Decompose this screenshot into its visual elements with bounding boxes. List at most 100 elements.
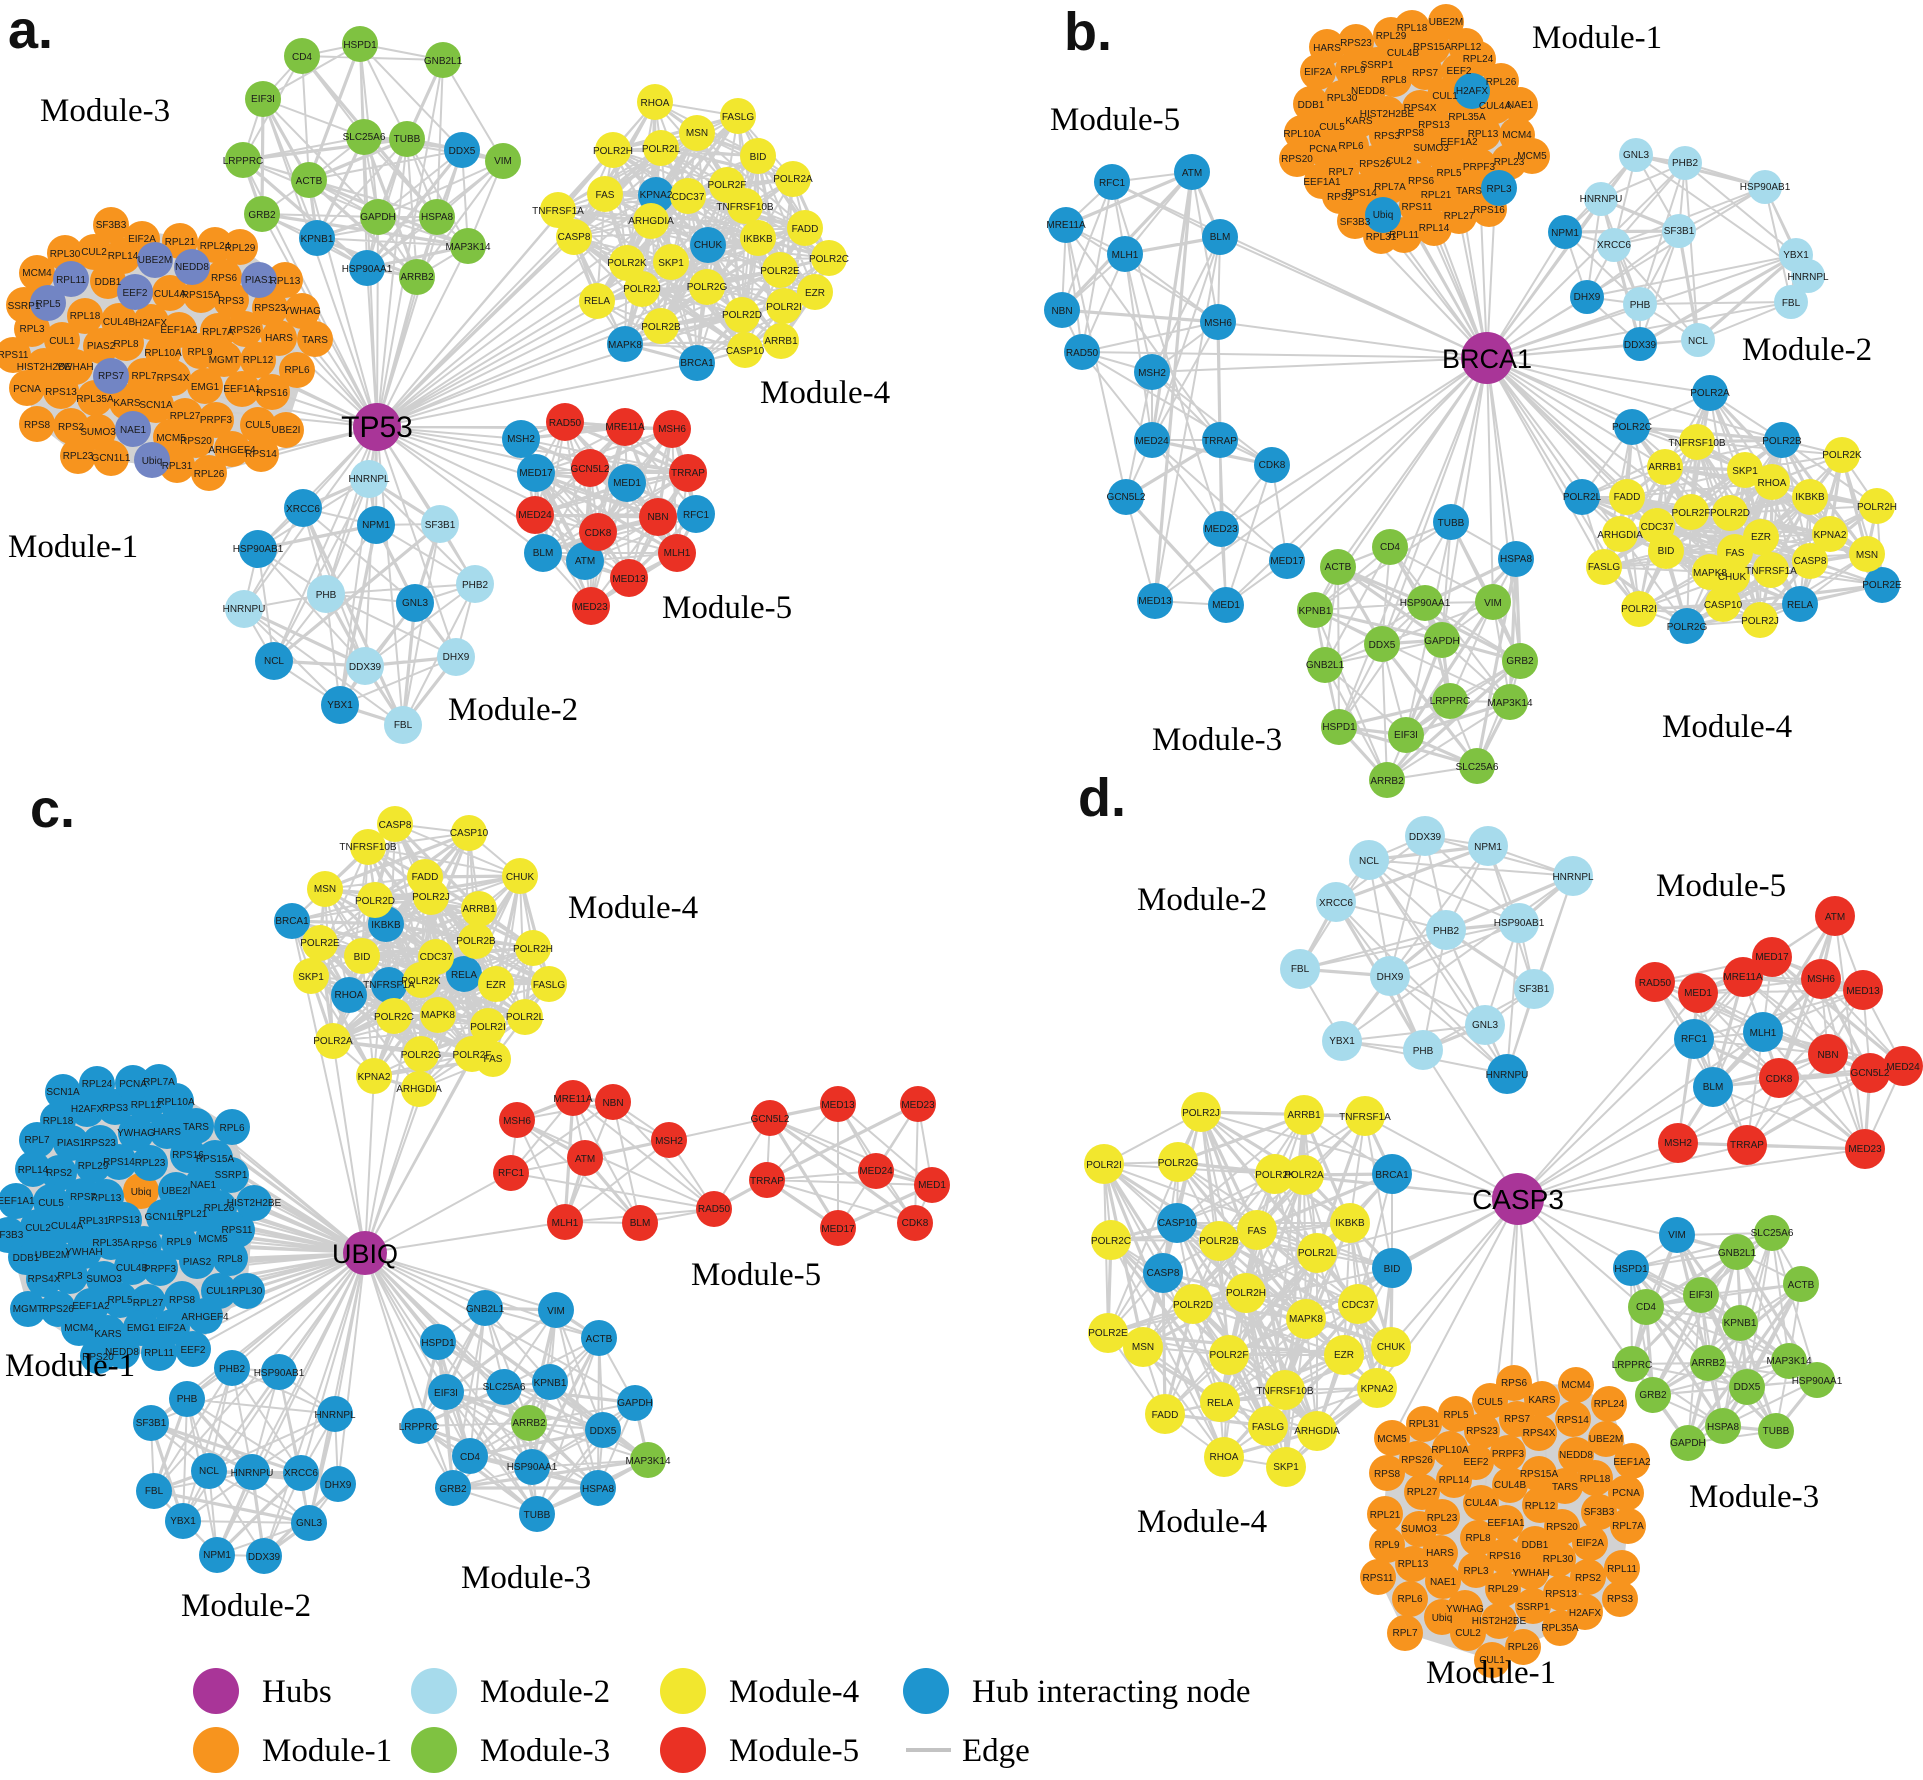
svg-text:RHOA: RHOA [641,98,670,109]
svg-text:CD4: CD4 [292,52,312,63]
svg-text:RPL13: RPL13 [1468,129,1499,140]
svg-text:RPS26: RPS26 [1359,159,1391,170]
svg-text:BID: BID [750,152,767,163]
svg-text:SCN1A: SCN1A [46,1087,80,1098]
svg-text:RPS2: RPS2 [1327,192,1354,203]
svg-text:RPL6: RPL6 [219,1123,244,1134]
svg-text:Module-2: Module-2 [1137,882,1267,918]
svg-text:CD4: CD4 [460,1452,480,1463]
svg-text:PIAS1: PIAS1 [57,1138,86,1149]
svg-text:RPL23: RPL23 [1494,157,1525,168]
svg-text:XRCC6: XRCC6 [284,1468,318,1479]
svg-text:PIAS2: PIAS2 [183,1257,212,1268]
svg-text:GAPDH: GAPDH [360,212,396,223]
svg-text:NPM1: NPM1 [1551,228,1579,239]
svg-text:EZR: EZR [486,980,506,991]
svg-text:HNRNPU: HNRNPU [1580,194,1623,205]
svg-text:RPL23: RPL23 [63,451,94,462]
svg-text:FASLG: FASLG [1588,562,1620,573]
svg-text:Module-4: Module-4 [729,1674,859,1710]
svg-text:Ubiq: Ubiq [1432,1613,1453,1624]
svg-text:RHOA: RHOA [1210,1452,1239,1463]
svg-text:LRPPRC: LRPPRC [1612,1360,1653,1371]
svg-text:POLR2D: POLR2D [1173,1300,1213,1311]
svg-text:PIAS2: PIAS2 [87,341,116,352]
svg-text:HNRNPL: HNRNPL [1787,272,1829,283]
svg-text:RPL3: RPL3 [1486,184,1511,195]
svg-text:CDK8: CDK8 [902,1218,929,1229]
svg-text:CDC37: CDC37 [1641,522,1674,533]
svg-text:Module-2: Module-2 [181,1588,311,1624]
svg-text:HARS: HARS [1313,43,1341,54]
svg-text:TRRAP: TRRAP [750,1176,784,1187]
svg-text:RPS8: RPS8 [169,1295,196,1306]
svg-text:BRCA1: BRCA1 [1442,344,1532,374]
svg-text:MED24: MED24 [518,510,552,521]
svg-text:TUBB: TUBB [394,134,421,145]
svg-text:YBX1: YBX1 [327,700,353,711]
svg-text:Module-4: Module-4 [760,375,890,411]
svg-text:PHB: PHB [1630,300,1651,311]
svg-text:RPS15A: RPS15A [182,290,221,301]
svg-text:POLR2I: POLR2I [470,1022,506,1033]
svg-text:POLR2J: POLR2J [623,284,661,295]
svg-text:YBX1: YBX1 [1329,1036,1355,1047]
svg-text:MCM4: MCM4 [22,268,52,279]
svg-text:RPL30: RPL30 [1543,1554,1574,1565]
svg-text:GCN5L2: GCN5L2 [571,464,610,475]
svg-text:RPS16: RPS16 [1489,1551,1521,1562]
svg-text:GCN5L2: GCN5L2 [1851,1068,1890,1079]
svg-text:FADD: FADD [792,224,819,235]
svg-text:POLR2F: POLR2F [1210,1350,1249,1361]
svg-text:RPS11: RPS11 [222,1225,253,1236]
svg-text:POLR2L: POLR2L [642,144,681,155]
svg-text:H2AFX: H2AFX [135,318,168,329]
svg-text:RPL18: RPL18 [1397,23,1428,34]
svg-text:POLR2B: POLR2B [1762,436,1802,447]
svg-text:RPL14: RPL14 [18,1165,49,1176]
svg-text:FADD: FADD [412,872,439,883]
svg-text:RPS14: RPS14 [245,449,277,460]
svg-text:PHB: PHB [316,590,337,601]
svg-text:YWHAH: YWHAH [1512,1568,1549,1579]
svg-text:RPL24: RPL24 [1594,1399,1625,1410]
svg-text:ARRB1: ARRB1 [1648,462,1682,473]
svg-text:DDX39: DDX39 [1624,340,1657,351]
svg-text:Module-1: Module-1 [1532,20,1662,56]
svg-text:RPS6: RPS6 [211,273,238,284]
svg-text:MCM5: MCM5 [1377,1434,1407,1445]
svg-text:Module-5: Module-5 [1656,868,1786,904]
svg-text:BID: BID [1658,546,1675,557]
svg-text:DHX9: DHX9 [1377,972,1404,983]
svg-text:ARRB2: ARRB2 [1691,1358,1725,1369]
svg-text:MCM4: MCM4 [64,1323,94,1334]
svg-text:RPL24: RPL24 [200,241,231,252]
svg-text:TARS: TARS [302,335,328,346]
svg-text:GCN1L1: GCN1L1 [92,453,131,464]
svg-text:Module-5: Module-5 [662,590,792,626]
svg-text:SF3B3: SF3B3 [1340,217,1371,228]
svg-text:RPL31: RPL31 [1366,232,1397,243]
svg-text:DHX9: DHX9 [443,652,470,663]
svg-text:RPL12: RPL12 [131,1100,162,1111]
svg-text:SSRP1: SSRP1 [8,301,41,312]
svg-text:TNFRSF10B: TNFRSF10B [339,842,397,853]
svg-text:Edge: Edge [962,1733,1030,1769]
svg-text:EEF1A2: EEF1A2 [1440,137,1478,148]
svg-text:RPS23: RPS23 [84,1138,116,1149]
svg-text:CUL5: CUL5 [245,420,271,431]
svg-text:HSP90AA1: HSP90AA1 [507,1462,558,1473]
svg-text:RPL26: RPL26 [1486,77,1517,88]
svg-text:DDX5: DDX5 [590,1426,617,1437]
svg-text:RELA: RELA [451,970,477,981]
svg-text:PRPF3: PRPF3 [200,415,233,426]
svg-text:TNFRSF1A: TNFRSF1A [1745,566,1797,577]
svg-text:POLR2H: POLR2H [1226,1288,1266,1299]
svg-text:RPL31: RPL31 [1409,1419,1440,1430]
svg-text:RPS14: RPS14 [103,1157,135,1168]
svg-text:KPNA2: KPNA2 [358,1072,391,1083]
svg-text:RPL27: RPL27 [1444,211,1475,222]
svg-text:MAPK8: MAPK8 [1289,1314,1323,1325]
svg-text:MED1: MED1 [918,1180,946,1191]
svg-text:CUL5: CUL5 [1477,1397,1503,1408]
